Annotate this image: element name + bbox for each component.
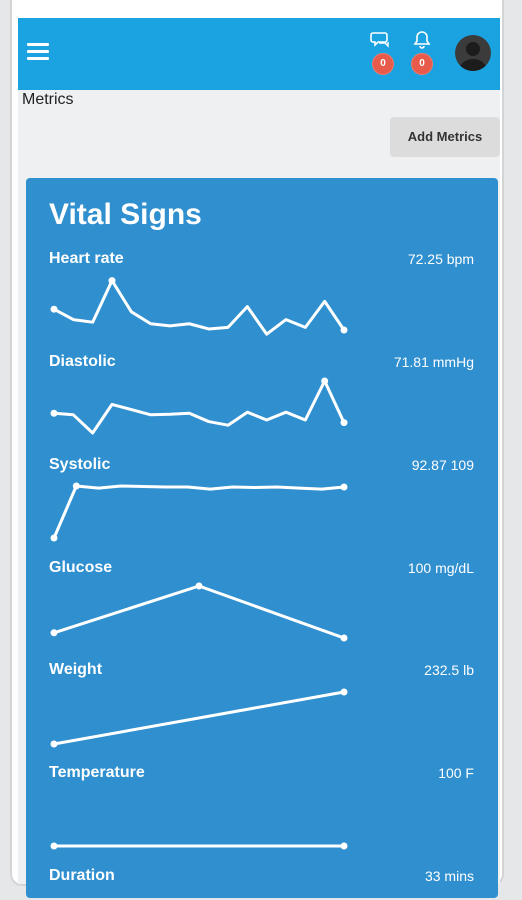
sparkline-point <box>72 482 80 490</box>
sparkline-point <box>340 326 348 334</box>
sparkline-charts <box>50 277 348 850</box>
metric-value-diastolic: 71.81 mmHg <box>393 354 474 370</box>
add-metrics-button[interactable]: Add Metrics <box>390 117 500 157</box>
metric-value-glucose: 100 mg/dL <box>407 560 474 576</box>
hamburger-menu-icon[interactable] <box>27 43 49 61</box>
main-content: Metrics Add Metrics Vital Signs Heart ra… <box>18 90 500 898</box>
card-title: Vital Signs <box>49 198 202 231</box>
sparkline-point <box>340 483 348 491</box>
metric-name-weight: Weight <box>49 661 103 678</box>
sparkline-point <box>50 740 58 748</box>
metric-value-temperature: 100 F <box>438 765 474 781</box>
sparkline-point <box>50 409 58 417</box>
sparkline-diastolic <box>53 379 346 435</box>
sparkline-point <box>340 419 348 427</box>
sparkline-point <box>108 277 116 285</box>
sparkline-glucose <box>53 584 345 640</box>
avatar[interactable] <box>455 35 491 71</box>
sparkline-point <box>50 305 58 313</box>
sparkline-point <box>50 842 58 850</box>
metric-name-systolic: Systolic <box>49 456 111 473</box>
metric-value-weight: 232.5 lb <box>424 662 474 678</box>
sparkline-weight <box>53 690 345 746</box>
metric-value-heart-rate: 72.25 bpm <box>407 251 474 267</box>
metric-name-heart-rate: Heart rate <box>49 250 124 267</box>
sparkline-point <box>340 634 348 642</box>
sparkline-point <box>50 534 58 542</box>
metric-name-diastolic: Diastolic <box>49 353 116 370</box>
notification-badge: 0 <box>411 53 433 75</box>
sparkline-point <box>50 629 58 637</box>
sparkline-point <box>340 842 348 850</box>
sparkline-point <box>195 582 203 590</box>
chat-badge: 0 <box>372 53 394 75</box>
notification-bell[interactable] <box>410 28 434 54</box>
bell-icon <box>413 31 431 49</box>
metric-name-glucose: Glucose <box>49 559 113 576</box>
sparkline-heart-rate <box>53 279 346 336</box>
sparkline-point <box>321 377 329 385</box>
chat-icon[interactable] <box>369 28 393 54</box>
metric-value-systolic: 92.87 109 <box>411 457 474 473</box>
metric-value-duration: 33 mins <box>424 868 474 884</box>
metric-name-duration: Duration <box>49 867 115 884</box>
chat-bubbles-icon <box>370 32 389 48</box>
sparkline-point <box>340 688 348 696</box>
top-app-bar: 0 0 <box>18 18 500 90</box>
page-title: Metrics <box>22 91 74 108</box>
user-silhouette-icon <box>459 42 487 71</box>
sparkline-systolic <box>52 484 345 539</box>
vital-signs-card[interactable]: Vital Signs Heart rate 72.25 bpm Diastol… <box>26 178 498 898</box>
metric-name-temperature: Temperature <box>49 764 145 781</box>
